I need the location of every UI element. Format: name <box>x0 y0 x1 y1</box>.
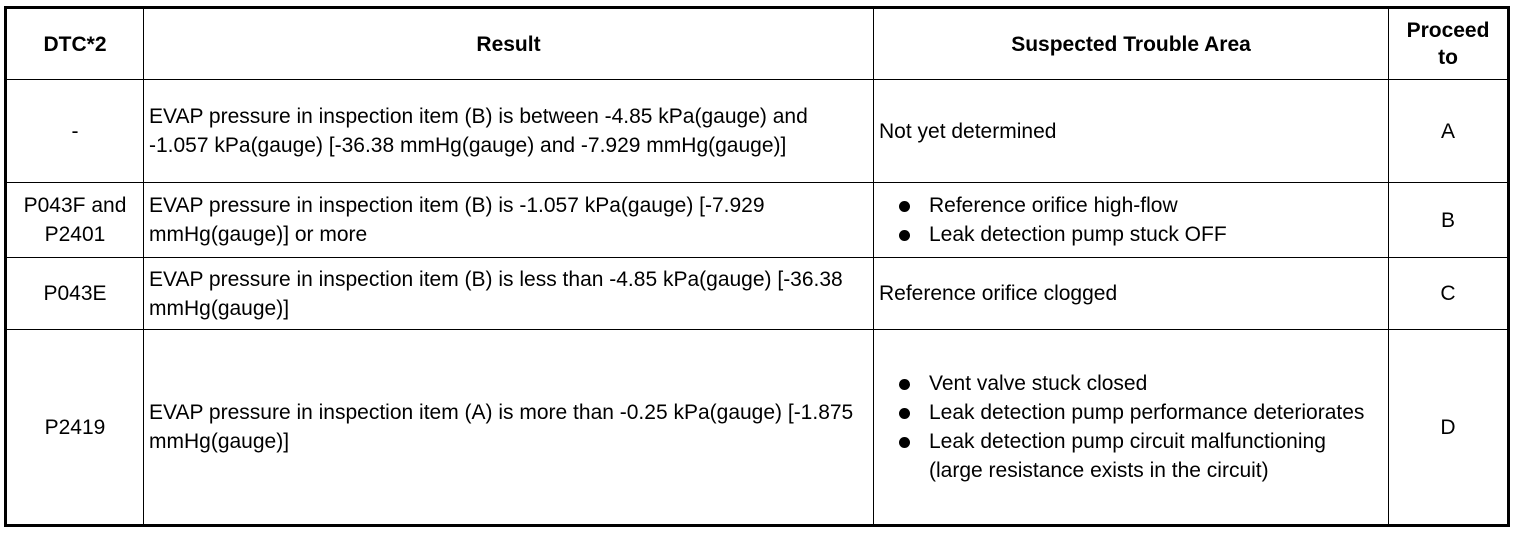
cause-item: Leak detection pump performance deterior… <box>899 398 1383 427</box>
proceed-cell: A <box>1388 79 1509 183</box>
table-row: - EVAP pressure in inspection item (B) i… <box>5 79 1509 183</box>
area-cell: Reference orifice clogged <box>873 257 1389 330</box>
table-row: P043E EVAP pressure in inspection item (… <box>5 257 1509 330</box>
dtc-cell: P2419 <box>5 329 144 526</box>
header-proceed-to: Proceed to <box>1388 7 1509 80</box>
dtc-cell: P043E <box>5 257 144 330</box>
header-dtc: DTC*2 <box>5 7 144 80</box>
result-cell: EVAP pressure in inspection item (B) is … <box>143 257 874 330</box>
cause-item: Vent valve stuck closed <box>899 369 1383 398</box>
result-cell: EVAP pressure in inspection item (A) is … <box>143 329 874 526</box>
dtc-table: DTC*2 Result Suspected Trouble Area Proc… <box>4 6 1510 527</box>
header-suspected-area: Suspected Trouble Area <box>873 7 1389 80</box>
header-row: DTC*2 Result Suspected Trouble Area Proc… <box>5 7 1509 80</box>
dtc-cell: P043F and P2401 <box>5 182 144 258</box>
dtc-cell: - <box>5 79 144 183</box>
cause-list: Reference orifice high-flow Leak detecti… <box>879 191 1383 249</box>
area-cell: Vent valve stuck closed Leak detection p… <box>873 329 1389 526</box>
proceed-cell: B <box>1388 182 1509 258</box>
area-cell: Reference orifice high-flow Leak detecti… <box>873 182 1389 258</box>
result-cell: EVAP pressure in inspection item (B) is … <box>143 79 874 183</box>
header-result: Result <box>143 7 874 80</box>
table-row: P043F and P2401 EVAP pressure in inspect… <box>5 182 1509 258</box>
table-row: P2419 EVAP pressure in inspection item (… <box>5 329 1509 526</box>
cause-list: Vent valve stuck closed Leak detection p… <box>879 369 1383 485</box>
cause-item: Leak detection pump stuck OFF <box>899 220 1383 249</box>
result-cell: EVAP pressure in inspection item (B) is … <box>143 182 874 258</box>
area-cell: Not yet determined <box>873 79 1389 183</box>
proceed-cell: C <box>1388 257 1509 330</box>
cause-item: Reference orifice high-flow <box>899 191 1383 220</box>
dtc-table-container: DTC*2 Result Suspected Trouble Area Proc… <box>4 6 1510 527</box>
proceed-cell: D <box>1388 329 1509 526</box>
cause-item: Leak detection pump circuit malfunctioni… <box>899 427 1383 485</box>
